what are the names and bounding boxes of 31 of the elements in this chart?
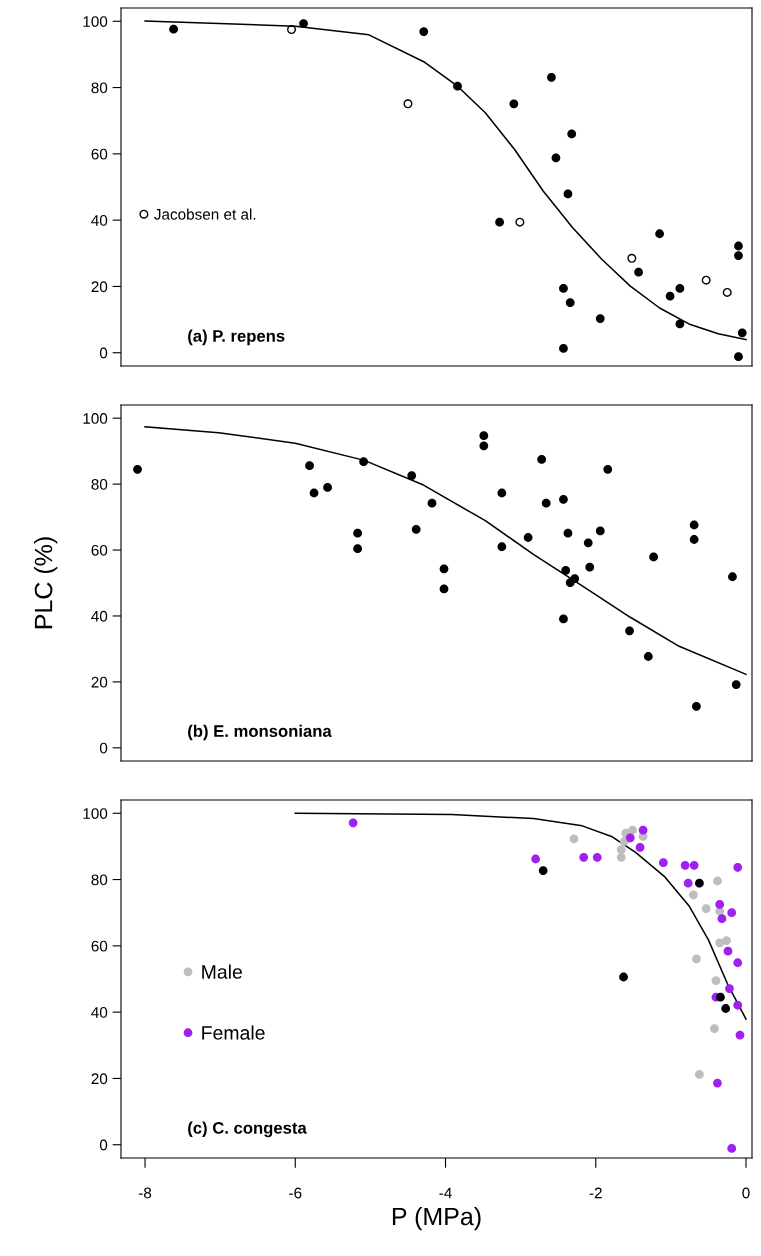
y-tick-label: 40 [91,610,108,622]
y-tick-label: 0 [99,1139,108,1151]
legend-label: Male [202,964,242,979]
y-tick-label: 0 [99,347,108,359]
y-tick-label: 100 [83,16,108,27]
x-axis-title: P (MPa) [392,1206,481,1231]
text: (b) E. monsoniana [188,724,332,741]
y-tick-label: 60 [91,148,108,160]
x-tick-label: 0 [742,1187,750,1199]
y-tick-label: 20 [91,676,108,688]
y-axis-title: PLC (%) [34,537,58,629]
text: (a) P. repens [188,329,285,346]
y-tick-label: 20 [91,1073,108,1085]
y-tick-label: 40 [91,215,108,226]
y-tick-label: 60 [91,544,108,556]
y-tick-label: 60 [91,940,108,952]
text: (c) C. congesta [188,1121,307,1138]
y-tick-label: 100 [83,808,108,819]
legend-label: Female [202,1025,265,1040]
y-tick-label: 80 [91,478,108,490]
legend-label: Jacobsen et al. [154,208,256,220]
x-tick-label: -8 [138,1187,152,1199]
y-tick-label: 80 [91,874,108,886]
x-tick-label: -6 [289,1187,302,1199]
y-tick-label: 40 [91,1007,108,1018]
y-tick-label: 0 [99,742,108,754]
y-tick-label: 20 [91,281,108,293]
x-tick-label: -4 [439,1187,452,1199]
y-tick-label: 80 [91,82,108,94]
y-tick-label: 100 [83,413,108,424]
x-tick-label: -2 [589,1187,602,1199]
